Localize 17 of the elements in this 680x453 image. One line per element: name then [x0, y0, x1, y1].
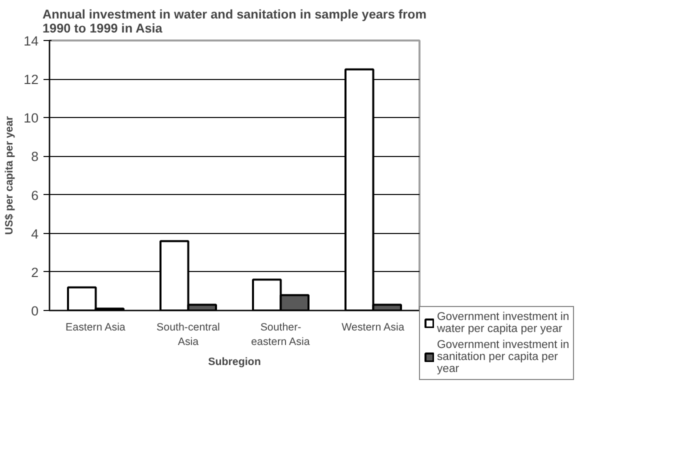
y-tick-label: 12 [24, 72, 39, 88]
x-tick-label: Eastern Asia [66, 322, 126, 334]
x-tick-label: Western Asia [342, 322, 404, 334]
x-axis-title: Subregion [208, 356, 261, 368]
y-tick-label: 4 [31, 226, 40, 242]
y-tick-label: 10 [24, 110, 39, 126]
x-tick-label: Souther-eastern Asia [251, 322, 310, 348]
y-axis-title: US$ per capita per year [4, 116, 16, 235]
y-tick-label: 2 [31, 264, 39, 280]
chart-title: Annual investment in water and sanitation in sample years from 1990 to 1999 in Asia [42, 8, 427, 36]
y-tick-label: 14 [24, 34, 40, 48]
legend-label: Government investment in sanitation per capita per year [437, 339, 570, 375]
y-tick-label: 0 [31, 304, 39, 318]
legend-label: Government investment in water per capita per year [437, 311, 570, 335]
y-tick-label: 8 [31, 149, 39, 164]
y-tick-label: 6 [31, 188, 39, 203]
x-tick-label: South-central Asia [156, 322, 220, 348]
